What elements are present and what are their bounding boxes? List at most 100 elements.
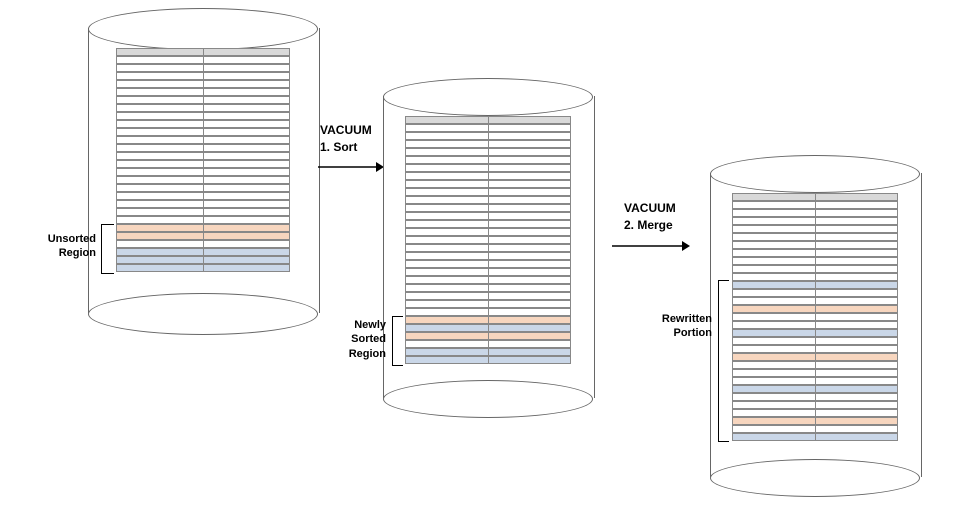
table-row — [732, 345, 898, 353]
cylinder-1 — [88, 8, 318, 333]
table-row — [116, 104, 290, 112]
table-row — [732, 425, 898, 433]
table-row — [116, 160, 290, 168]
table-row — [732, 409, 898, 417]
table-row — [116, 168, 290, 176]
table-row — [405, 268, 571, 276]
table-row — [116, 48, 290, 56]
table-1 — [116, 48, 290, 272]
table-row — [116, 136, 290, 144]
table-row — [405, 164, 571, 172]
table-row — [405, 140, 571, 148]
label-unsorted: UnsortedRegion — [18, 232, 96, 261]
table-row — [405, 148, 571, 156]
table-row — [405, 188, 571, 196]
table-2 — [405, 116, 571, 364]
table-row — [116, 80, 290, 88]
table-row — [732, 353, 898, 361]
table-row — [732, 337, 898, 345]
table-row — [732, 401, 898, 409]
table-row — [116, 200, 290, 208]
bracket-newly-sorted — [392, 316, 403, 366]
table-row — [116, 152, 290, 160]
table-row — [116, 240, 290, 248]
table-row — [405, 228, 571, 236]
arrow-2-label: VACUUM 2. Merge — [624, 200, 676, 234]
table-row — [732, 225, 898, 233]
table-row — [732, 281, 898, 289]
table-row — [405, 204, 571, 212]
table-row — [405, 180, 571, 188]
table-row — [732, 369, 898, 377]
arrow-2-title: VACUUM — [624, 200, 676, 217]
table-row — [405, 124, 571, 132]
table-row — [732, 321, 898, 329]
table-row — [405, 156, 571, 164]
table-row — [116, 192, 290, 200]
bracket-rewritten — [718, 280, 729, 442]
arrow-1 — [318, 160, 384, 174]
table-row — [732, 297, 898, 305]
table-row — [116, 208, 290, 216]
table-row — [116, 96, 290, 104]
table-row — [405, 260, 571, 268]
table-row — [732, 201, 898, 209]
table-row — [405, 252, 571, 260]
table-row — [405, 284, 571, 292]
table-row — [405, 116, 571, 124]
table-row — [405, 324, 571, 332]
table-row — [732, 361, 898, 369]
table-row — [732, 241, 898, 249]
table-row — [732, 209, 898, 217]
table-row — [116, 88, 290, 96]
table-row — [116, 56, 290, 64]
table-row — [732, 417, 898, 425]
table-row — [116, 176, 290, 184]
table-row — [405, 172, 571, 180]
table-row — [732, 265, 898, 273]
table-row — [732, 217, 898, 225]
table-row — [405, 132, 571, 140]
table-row — [116, 248, 290, 256]
arrow-1-label: VACUUM 1. Sort — [320, 122, 372, 156]
table-row — [116, 256, 290, 264]
table-row — [732, 329, 898, 337]
cylinder-3 — [710, 155, 920, 495]
bracket-unsorted — [101, 224, 114, 274]
table-row — [405, 300, 571, 308]
table-row — [405, 348, 571, 356]
table-row — [116, 216, 290, 224]
table-3 — [732, 193, 898, 441]
table-row — [732, 385, 898, 393]
table-row — [732, 433, 898, 441]
table-row — [405, 340, 571, 348]
table-row — [116, 64, 290, 72]
table-row — [405, 276, 571, 284]
table-row — [116, 72, 290, 80]
cylinder-2 — [383, 78, 593, 416]
label-newly-sorted: NewlySortedRegion — [326, 318, 386, 361]
table-row — [116, 264, 290, 272]
table-row — [116, 144, 290, 152]
table-row — [405, 196, 571, 204]
arrow-2 — [612, 239, 690, 253]
table-row — [116, 120, 290, 128]
table-row — [732, 233, 898, 241]
table-row — [732, 273, 898, 281]
table-row — [116, 184, 290, 192]
table-row — [116, 232, 290, 240]
table-row — [405, 244, 571, 252]
table-row — [405, 292, 571, 300]
arrow-1-title: VACUUM — [320, 122, 372, 139]
table-row — [116, 112, 290, 120]
arrow-2-sub: 2. Merge — [624, 217, 676, 234]
table-row — [405, 212, 571, 220]
table-row — [732, 305, 898, 313]
table-row — [405, 236, 571, 244]
table-row — [405, 332, 571, 340]
table-row — [732, 377, 898, 385]
table-row — [405, 316, 571, 324]
table-row — [732, 289, 898, 297]
arrow-1-sub: 1. Sort — [320, 139, 372, 156]
table-row — [732, 249, 898, 257]
